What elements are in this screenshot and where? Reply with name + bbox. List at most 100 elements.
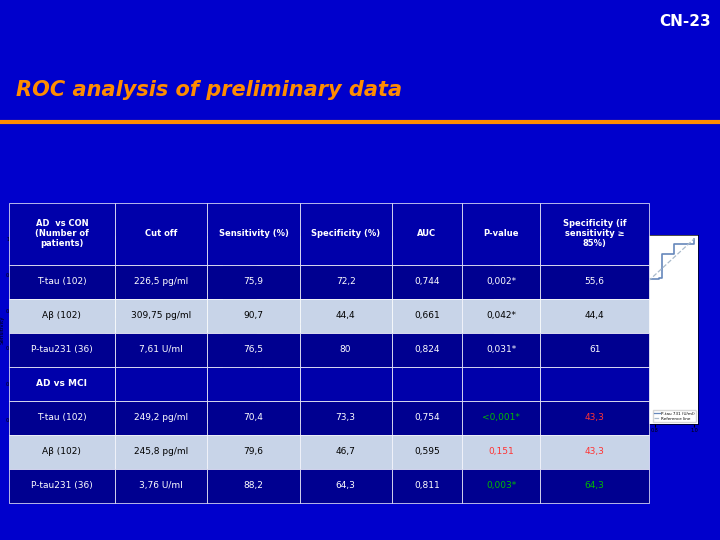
Bar (300, 435, 392, 469)
Bar (540, 265, 649, 299)
Text: 43,3: 43,3 (585, 413, 605, 422)
Bar (540, 401, 649, 435)
Text: 90,7: 90,7 (243, 311, 264, 320)
Text: 0,151: 0,151 (488, 447, 514, 456)
Bar (115, 469, 207, 503)
Text: 44,4: 44,4 (336, 311, 356, 320)
Text: <0,001*: <0,001* (482, 413, 520, 422)
Text: 245,8 pg/ml: 245,8 pg/ml (134, 447, 189, 456)
Text: Sensitivity (%): Sensitivity (%) (218, 229, 289, 238)
Bar (9, 401, 115, 435)
Bar (462, 469, 540, 503)
Bar (540, 333, 649, 367)
Bar (115, 435, 207, 469)
Text: 46,7: 46,7 (336, 447, 356, 456)
Text: Aβ (102): Aβ (102) (42, 447, 81, 456)
Text: P-value: P-value (483, 229, 519, 238)
Title: AD vs CON: AD vs CON (577, 227, 615, 233)
Bar (462, 202, 540, 265)
Bar (115, 401, 207, 435)
Bar (207, 435, 300, 469)
Bar (207, 401, 300, 435)
Text: 80: 80 (340, 345, 351, 354)
Text: 0,811: 0,811 (414, 481, 440, 490)
Bar (207, 469, 300, 503)
Legend: P-tau 731 (U/ml), Reference line: P-tau 731 (U/ml), Reference line (652, 410, 696, 422)
Text: 76,5: 76,5 (243, 345, 264, 354)
Text: 0,824: 0,824 (414, 345, 440, 354)
Bar (9, 435, 115, 469)
Bar (115, 333, 207, 367)
Text: T-tau (102): T-tau (102) (37, 277, 86, 286)
Text: 64,3: 64,3 (585, 481, 605, 490)
Text: 55,6: 55,6 (585, 277, 605, 286)
Bar (9, 367, 115, 401)
Text: 0,003*: 0,003* (486, 481, 516, 490)
Text: 64,3: 64,3 (336, 481, 356, 490)
Text: AD  vs CON
(Number of
patients): AD vs CON (Number of patients) (35, 219, 89, 248)
Text: 0,595: 0,595 (414, 447, 440, 456)
Text: 61: 61 (589, 345, 600, 354)
Text: 0,744: 0,744 (414, 277, 440, 286)
Text: 0,661: 0,661 (414, 311, 440, 320)
Y-axis label: Sensitivity: Sensitivity (475, 315, 480, 343)
Bar (0, 57, 720, 119)
Legend: T-tau (pg/ml), Reference line: T-tau (pg/ml), Reference line (419, 410, 459, 422)
Bar (392, 265, 462, 299)
Bar (392, 299, 462, 333)
Bar (462, 265, 540, 299)
Text: P-tau231 (36): P-tau231 (36) (31, 481, 93, 490)
Text: 0,042*: 0,042* (486, 311, 516, 320)
Bar (392, 435, 462, 469)
Bar (9, 469, 115, 503)
Text: Aβ (102): Aβ (102) (42, 311, 81, 320)
Bar (540, 299, 649, 333)
Text: 309,75 pg/ml: 309,75 pg/ml (131, 311, 192, 320)
Bar (9, 299, 115, 333)
Bar (9, 333, 115, 367)
Bar (115, 367, 207, 401)
Bar (207, 265, 300, 299)
Bar (207, 299, 300, 333)
Text: 70,4: 70,4 (243, 413, 264, 422)
X-axis label: 1 - Specificity: 1 - Specificity (577, 435, 614, 440)
Text: 43,3: 43,3 (585, 447, 605, 456)
Bar (9, 265, 115, 299)
Text: ROC analysis of preliminary data: ROC analysis of preliminary data (16, 80, 402, 100)
Text: 0,031*: 0,031* (486, 345, 516, 354)
Bar (300, 401, 392, 435)
Bar (207, 367, 300, 401)
Bar (207, 202, 300, 265)
Bar (392, 367, 462, 401)
Bar (540, 469, 649, 503)
Text: 0,754: 0,754 (414, 413, 440, 422)
Bar (300, 469, 392, 503)
Text: AUC: AUC (418, 229, 436, 238)
Text: Cut off: Cut off (145, 229, 177, 238)
Legend: Aβ (pg/ml), Reference line: Aβ (pg/ml), Reference line (181, 410, 221, 422)
Text: 79,6: 79,6 (243, 447, 264, 456)
Bar (207, 333, 300, 367)
Bar (392, 401, 462, 435)
Y-axis label: Sensitivity: Sensitivity (238, 315, 243, 343)
Text: 72,2: 72,2 (336, 277, 356, 286)
Y-axis label: Sensitivity: Sensitivity (0, 315, 5, 343)
Text: Specificity (if
sensitivity ≥
85%): Specificity (if sensitivity ≥ 85%) (563, 219, 626, 248)
Bar (392, 469, 462, 503)
Bar (300, 299, 392, 333)
Text: P-tau231 (36): P-tau231 (36) (31, 345, 93, 354)
Text: 0,002*: 0,002* (486, 277, 516, 286)
Text: CN-23: CN-23 (660, 14, 711, 29)
X-axis label: 1 - Specificity: 1 - Specificity (340, 435, 377, 440)
X-axis label: 1 - Specificity: 1 - Specificity (102, 435, 139, 440)
Bar (300, 265, 392, 299)
Bar (392, 202, 462, 265)
Bar (462, 401, 540, 435)
Text: 75,9: 75,9 (243, 277, 264, 286)
Bar (115, 299, 207, 333)
Bar (300, 202, 392, 265)
Text: 249,2 pg/ml: 249,2 pg/ml (134, 413, 189, 422)
Text: 88,2: 88,2 (243, 481, 264, 490)
Text: 226,5 pg/ml: 226,5 pg/ml (134, 277, 189, 286)
Bar (540, 435, 649, 469)
